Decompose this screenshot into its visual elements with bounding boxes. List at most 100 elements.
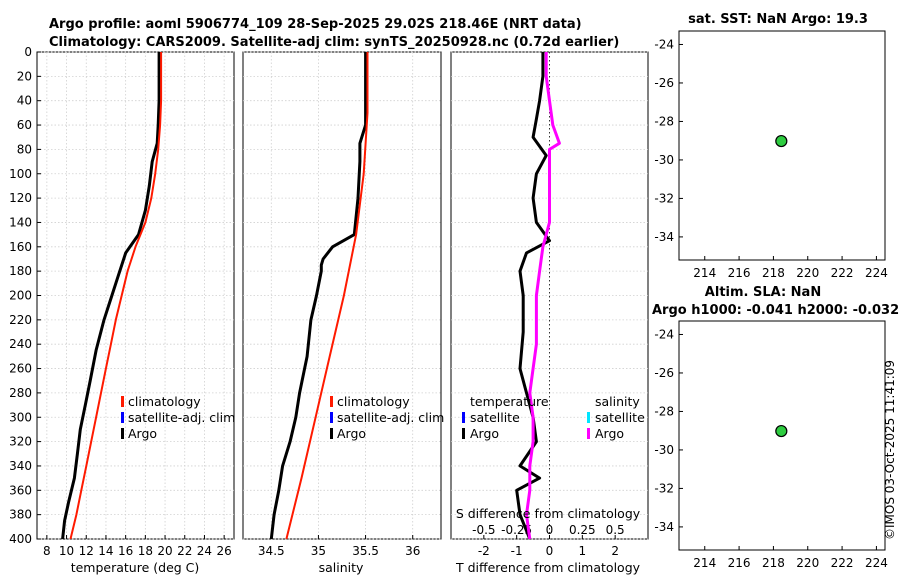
sla-map-panel: Altim. SLA: NaN Argo h1000: -0.041 h2000… <box>652 285 899 570</box>
y-tick-label: 60 <box>17 118 32 132</box>
map-y-tick-label: -32 <box>654 481 674 495</box>
y-tick-label: 260 <box>9 362 32 376</box>
sst-map-panel: sat. SST: NaN Argo: 19.3 -24 -26 -28 -30 -32… <box>654 12 887 280</box>
map-y-tick-label: -24 <box>654 327 674 341</box>
y-tick-label: 0 <box>24 45 32 59</box>
legend-swatch-argo <box>462 428 465 439</box>
map-y-tick-label: -28 <box>654 404 674 418</box>
series-line-s-diff-argo <box>525 52 561 540</box>
map-y-tick-label: -24 <box>654 37 674 51</box>
map-y-tick-label: -26 <box>654 366 674 380</box>
x-tick-label: 16 <box>118 544 133 558</box>
legend-label-satellite: satellite-adj. clim <box>128 410 235 425</box>
x-tick-label: 24 <box>197 544 212 558</box>
y-tick-label: 180 <box>9 264 32 278</box>
legend-swatch-s-argo <box>587 428 590 439</box>
legend-swatch-satellite <box>330 412 333 423</box>
map-x-tick-label: 222 <box>831 556 854 570</box>
difference-xlabel-top: S difference from climatology <box>456 506 641 521</box>
y-tick-label: 100 <box>9 167 32 181</box>
legend-swatch-argo <box>121 428 124 439</box>
legend-swatch-satellite <box>462 412 465 423</box>
series-line-climatology <box>285 52 369 540</box>
x-tick-label: 36 <box>405 544 420 558</box>
sla-map-title-line1: Altim. SLA: NaN <box>705 285 821 300</box>
difference-legend-salinity: salinity satellite Argo <box>587 394 645 441</box>
series-line-argo <box>61 52 161 540</box>
difference-xlabel: T difference from climatology <box>455 560 641 575</box>
x-tick-label: 2 <box>611 544 619 558</box>
legend-swatch-argo <box>330 428 333 439</box>
x-tick-label: 14 <box>98 544 113 558</box>
y-tick-label: 320 <box>9 435 32 449</box>
difference-panel: -2 -1 0 1 2-0.5 -0.25 0 0.25 0.5 S difference fr… <box>450 51 649 575</box>
y-tick-label: 400 <box>9 532 32 546</box>
x-tick-label: 18 <box>138 544 153 558</box>
legend-label-climatology: climatology <box>128 394 201 409</box>
x-tick-label: 34.5 <box>258 544 285 558</box>
y-tick-label: 360 <box>9 483 32 497</box>
y-tick-label: 200 <box>9 289 32 303</box>
map-x-tick-label: 218 <box>762 556 785 570</box>
series-line-climatology <box>69 52 163 540</box>
legend-label-satellite: satellite-adj. clim <box>337 410 444 425</box>
temperature-panel: 0 20 40 60 80 100 120 140 160 180 200 220 240 260 280 3… <box>9 45 235 575</box>
legend-label-argo: Argo <box>470 426 499 441</box>
y-tick-label: 160 <box>9 240 32 254</box>
s-diff-tick-label: -0.5 <box>472 523 495 537</box>
y-tick-label: 300 <box>9 410 32 424</box>
legend-label-s-satellite: satellite <box>595 410 645 425</box>
map-x-tick-label: 214 <box>693 266 716 280</box>
x-tick-label: 20 <box>157 544 172 558</box>
y-tick-label: 80 <box>17 142 32 156</box>
sst-map-title: sat. SST: NaN Argo: 19.3 <box>688 12 868 27</box>
x-tick-label: 8 <box>43 544 51 558</box>
map-x-tick-label: 222 <box>831 266 854 280</box>
figure-title-line1: Argo profile: aoml 5906774_109 28-Sep-20… <box>49 17 582 32</box>
salinity-legend: climatology satellite-adj. clim Argo <box>330 394 444 441</box>
y-tick-label: 280 <box>9 386 32 400</box>
map-x-tick-label: 216 <box>728 266 751 280</box>
map-x-tick-label: 218 <box>762 266 785 280</box>
salinity-xlabel: salinity <box>319 560 364 575</box>
y-tick-label: 140 <box>9 215 32 229</box>
y-tick-label: 20 <box>17 69 32 83</box>
argo-location-marker <box>775 424 788 438</box>
x-tick-label: 35.5 <box>352 544 379 558</box>
map-y-tick-label: -30 <box>654 443 674 457</box>
temperature-legend: climatology satellite-adj. clim Argo <box>121 394 235 441</box>
argo-location-marker <box>775 134 788 148</box>
map-y-tick-label: -34 <box>654 520 674 534</box>
x-tick-label: 26 <box>217 544 232 558</box>
figure-title-line2: Climatology: CARS2009. Satellite-adj cli… <box>49 35 619 50</box>
temperature-xlabel: temperature (deg C) <box>71 560 200 575</box>
x-tick-label: 22 <box>177 544 192 558</box>
x-tick-label: 10 <box>59 544 74 558</box>
y-tick-label: 380 <box>9 508 32 522</box>
x-tick-label: 0 <box>546 544 554 558</box>
x-tick-label: 12 <box>79 544 94 558</box>
map-y-tick-label: -32 <box>654 191 674 205</box>
y-tick-label: 120 <box>9 191 32 205</box>
map-x-tick-label: 214 <box>693 556 716 570</box>
legend-swatch-satellite <box>121 412 124 423</box>
difference-legend-temperature: temperature satellite Argo <box>462 394 549 441</box>
legend-label-argo: Argo <box>128 426 157 441</box>
legend-title-temperature: temperature <box>470 394 549 409</box>
s-diff-tick-label: 0.5 <box>606 523 625 537</box>
legend-label-climatology: climatology <box>337 394 410 409</box>
y-tick-label: 240 <box>9 337 32 351</box>
y-tick-label: 40 <box>17 94 32 108</box>
imos-watermark: ©IMOS 03-Oct-2025 11:41:09 <box>883 360 897 540</box>
x-tick-label: 1 <box>579 544 587 558</box>
legend-title-salinity: salinity <box>595 394 640 409</box>
map-x-tick-label: 224 <box>865 556 888 570</box>
map-y-tick-label: -26 <box>654 76 674 90</box>
map-y-tick-label: -28 <box>654 114 674 128</box>
sla-map-title-line2: Argo h1000: -0.041 h2000: -0.032 <box>652 303 899 318</box>
map-x-tick-label: 224 <box>865 266 888 280</box>
salinity-panel: 34.5 35 35.5 36 salinity climatology satell… <box>242 51 444 575</box>
map-x-tick-label: 220 <box>796 556 819 570</box>
legend-label-satellite: satellite <box>470 410 520 425</box>
